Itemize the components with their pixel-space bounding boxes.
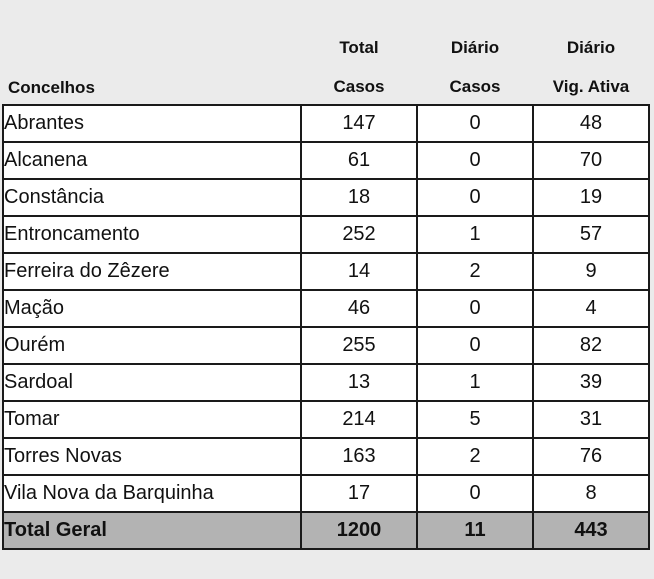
header-total-casos: Total Casos <box>300 38 418 97</box>
concelho-cell: Ourém <box>2 326 302 365</box>
total-casos-cell: 147 <box>300 104 418 143</box>
vig-ativa-cell: 70 <box>532 141 650 180</box>
diario-casos-cell: 0 <box>416 141 534 180</box>
vig-ativa-cell: 31 <box>532 400 650 439</box>
vig-ativa-cell: 19 <box>532 178 650 217</box>
vig-ativa-cell: 76 <box>532 437 650 476</box>
header-vig-line1: Diário <box>566 38 616 57</box>
diario-casos-cell: 1 <box>416 363 534 402</box>
concelho-cell: Total Geral <box>2 511 302 550</box>
diario-casos-cell: 0 <box>416 104 534 143</box>
table-row: Mação 46 0 4 <box>2 289 650 328</box>
vig-ativa-cell: 39 <box>532 363 650 402</box>
total-casos-cell: 61 <box>300 141 418 180</box>
header-diario-line1: Diário <box>450 38 500 57</box>
diario-casos-cell: 11 <box>416 511 534 550</box>
concelho-cell: Tomar <box>2 400 302 439</box>
total-casos-cell: 46 <box>300 289 418 328</box>
table-row: Sardoal 13 1 39 <box>2 363 650 402</box>
diario-casos-cell: 0 <box>416 326 534 365</box>
total-casos-cell: 255 <box>300 326 418 365</box>
vig-ativa-cell: 8 <box>532 474 650 513</box>
table-row: Abrantes 147 0 48 <box>2 104 650 143</box>
total-casos-cell: 13 <box>300 363 418 402</box>
vig-ativa-cell: 443 <box>532 511 650 550</box>
concelho-cell: Ferreira do Zêzere <box>2 252 302 291</box>
concelho-cell: Sardoal <box>2 363 302 402</box>
header-diario-line2: Casos <box>449 77 501 96</box>
header-concelhos: Concelhos <box>8 78 95 97</box>
header-total-line2: Casos <box>333 77 385 96</box>
diario-casos-cell: 0 <box>416 178 534 217</box>
table-row: Tomar 214 5 31 <box>2 400 650 439</box>
concelho-cell: Constância <box>2 178 302 217</box>
diario-casos-cell: 2 <box>416 437 534 476</box>
table-row: Vila Nova da Barquinha 17 0 8 <box>2 474 650 513</box>
table-row: Alcanena 61 0 70 <box>2 141 650 180</box>
vig-ativa-cell: 57 <box>532 215 650 254</box>
header-total-line1: Total <box>339 38 379 57</box>
diario-casos-cell: 5 <box>416 400 534 439</box>
header-diario-casos: Diário Casos <box>416 38 534 97</box>
vig-ativa-cell: 48 <box>532 104 650 143</box>
vig-ativa-cell: 4 <box>532 289 650 328</box>
concelho-cell: Vila Nova da Barquinha <box>2 474 302 513</box>
diario-casos-cell: 0 <box>416 289 534 328</box>
concelho-cell: Torres Novas <box>2 437 302 476</box>
total-casos-cell: 14 <box>300 252 418 291</box>
table-row: Constância 18 0 19 <box>2 178 650 217</box>
table-header: Concelhos Total Casos Diário Casos Diári… <box>0 0 654 104</box>
concelho-cell: Entroncamento <box>2 215 302 254</box>
total-casos-cell: 18 <box>300 178 418 217</box>
table-row: Ourém 255 0 82 <box>2 326 650 365</box>
vig-ativa-cell: 82 <box>532 326 650 365</box>
total-row: Total Geral 1200 11 443 <box>2 511 650 550</box>
total-casos-cell: 163 <box>300 437 418 476</box>
table-body: Abrantes 147 0 48 Alcanena 61 0 70 Constância 18 0… <box>2 104 650 550</box>
covid-cases-table: Abrantes 147 0 48 Alcanena 61 0 70 Constância 18 0… <box>2 104 650 550</box>
table-row: Entroncamento 252 1 57 <box>2 215 650 254</box>
table-row: Torres Novas 163 2 76 <box>2 437 650 476</box>
table-row: Ferreira do Zêzere 14 2 9 <box>2 252 650 291</box>
concelho-cell: Alcanena <box>2 141 302 180</box>
total-casos-cell: 17 <box>300 474 418 513</box>
header-diario-vig-ativa: Diário Vig. Ativa <box>532 38 650 97</box>
diario-casos-cell: 1 <box>416 215 534 254</box>
concelho-cell: Abrantes <box>2 104 302 143</box>
total-casos-cell: 214 <box>300 400 418 439</box>
concelho-cell: Mação <box>2 289 302 328</box>
header-vig-line2: Vig. Ativa <box>552 77 630 96</box>
total-casos-cell: 1200 <box>300 511 418 550</box>
diario-casos-cell: 2 <box>416 252 534 291</box>
vig-ativa-cell: 9 <box>532 252 650 291</box>
diario-casos-cell: 0 <box>416 474 534 513</box>
total-casos-cell: 252 <box>300 215 418 254</box>
